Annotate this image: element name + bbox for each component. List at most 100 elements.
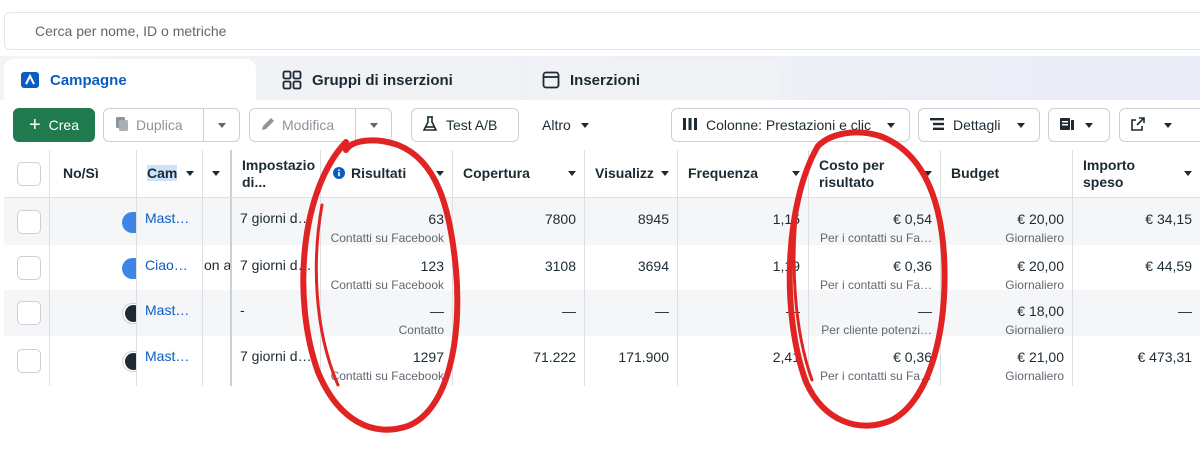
amount-spent-cell: € 44,59: [1073, 245, 1200, 290]
row-checkbox-cell: [4, 290, 50, 336]
row-checkbox[interactable]: [17, 255, 41, 280]
settings-cell: 7 giorni d…: [232, 336, 321, 386]
cost-per-result-cell-subtitle: Per i contatti su Fa…: [819, 231, 932, 245]
col-budget[interactable]: Budget: [941, 150, 1073, 197]
chevron-down-icon: [211, 171, 220, 176]
amount-spent-cell: —: [1073, 290, 1200, 336]
frequency-cell: 1,15: [678, 198, 809, 245]
breakdown-icon: [929, 117, 945, 134]
table-row[interactable]: Ciao… on a 7 giorni d… 123 Contatti su Faceb…: [4, 245, 1200, 290]
impressions-cell-value: —: [655, 303, 669, 319]
campaign-name-link[interactable]: Ciao…: [145, 257, 188, 273]
col-spent-label: Importo speso: [1083, 156, 1136, 190]
col-cost-per-result[interactable]: Costo per risultato: [809, 150, 941, 197]
col-amount-spent[interactable]: Importo speso: [1073, 150, 1200, 197]
results-cell-subtitle: Contatti su Facebook: [330, 369, 444, 383]
campaign-toggle[interactable]: [122, 303, 136, 324]
budget-cell-value: € 21,00: [1017, 349, 1064, 365]
tab-ad-sets-label: Gruppi di inserzioni: [312, 71, 453, 89]
create-button-label: Crea: [48, 117, 80, 133]
col-budget-label: Budget: [951, 165, 1000, 181]
campaign-name-link[interactable]: Mast…: [145, 348, 190, 364]
amount-spent-cell-value: € 34,15: [1145, 211, 1192, 227]
duplicate-dropdown[interactable]: [203, 109, 239, 141]
col-reach-label: Copertura: [463, 165, 530, 181]
select-all-checkbox[interactable]: [17, 161, 41, 186]
create-button[interactable]: + Crea: [13, 108, 95, 142]
results-cell: — Contatto: [321, 290, 453, 336]
chevron-down-icon: [436, 171, 444, 176]
col-results-label: Risultati: [351, 165, 407, 181]
chevron-down-icon: [1085, 122, 1093, 128]
export-button[interactable]: [1119, 108, 1200, 142]
campaign-toggle[interactable]: [122, 257, 136, 279]
table-row[interactable]: Mast… - — Contatto — — — — Per cliente potenzi… €…: [4, 290, 1200, 336]
ab-test-button[interactable]: Test A/B: [411, 108, 519, 142]
tab-campaigns-label: Campagne: [50, 71, 127, 89]
ad-window-icon: [542, 71, 560, 89]
campaign-name-overflow: [203, 336, 232, 386]
reach-cell: 7800: [453, 198, 585, 245]
row-checkbox[interactable]: [17, 209, 41, 234]
cost-per-result-cell-value: € 0,36: [893, 349, 932, 365]
row-checkbox[interactable]: [17, 301, 41, 325]
edit-dropdown[interactable]: [355, 109, 391, 141]
col-cpr-label-1: Costo per: [819, 156, 885, 173]
col-impressions-label: Visualizz: [595, 165, 654, 181]
reach-cell-value: 3108: [544, 258, 576, 274]
info-icon: [333, 166, 345, 182]
impressions-cell: —: [585, 290, 678, 336]
row-checkbox-cell: [4, 245, 50, 290]
row-checkbox[interactable]: [17, 349, 41, 373]
col-name[interactable]: Cam: [137, 150, 203, 197]
col-reach[interactable]: Copertura: [453, 150, 585, 197]
budget-cell-subtitle: Giornaliero: [1005, 369, 1064, 383]
columns-button[interactable]: Colonne: Prestazioni e clic: [671, 108, 910, 142]
details-button[interactable]: Dettagli: [918, 108, 1040, 142]
budget-cell-subtitle: Giornaliero: [1005, 231, 1064, 245]
edit-button-group: Modifica: [249, 108, 392, 142]
tab-ad-sets[interactable]: Gruppi di inserzioni: [266, 59, 518, 101]
duplicate-button[interactable]: Duplica: [104, 109, 203, 141]
tab-campaigns[interactable]: Campagne: [4, 59, 256, 101]
col-name-menu[interactable]: [203, 150, 232, 197]
reach-cell: 71.222: [453, 336, 585, 386]
budget-cell-subtitle: Giornaliero: [1005, 278, 1064, 290]
budget-cell: € 18,00 Giornaliero: [941, 290, 1073, 336]
table-row[interactable]: Mast… 7 giorni d… 63 Contatti su Facebook 78…: [4, 198, 1200, 245]
tab-ads-label: Inserzioni: [570, 71, 641, 89]
budget-cell: € 21,00 Giornaliero: [941, 336, 1073, 386]
impressions-cell-value: 3694: [637, 258, 669, 274]
table-row[interactable]: Mast… 7 giorni d… 1297 Contatti su Facebook…: [4, 336, 1200, 386]
budget-cell-value: € 18,00: [1017, 303, 1064, 319]
campaign-name-link[interactable]: Mast…: [145, 302, 190, 318]
col-impressions[interactable]: Visualizz: [585, 150, 678, 197]
row-checkbox-cell: [4, 336, 50, 386]
cost-per-result-cell-subtitle: Per i contatti su Fa…: [819, 278, 932, 290]
chevron-down-icon: [568, 171, 576, 176]
campaign-toggle[interactable]: [122, 351, 136, 372]
chevron-down-icon: [186, 171, 194, 176]
cost-per-result-cell-value: € 0,54: [893, 211, 932, 227]
tab-ads[interactable]: Inserzioni: [526, 59, 778, 101]
frequency-cell-value: 1,19: [772, 258, 800, 274]
edit-button[interactable]: Modifica: [250, 109, 355, 141]
campaign-name-link[interactable]: Mast…: [145, 210, 190, 226]
chevron-down-icon: [924, 171, 932, 176]
search-input[interactable]: [5, 13, 1200, 49]
col-frequency[interactable]: Frequenza: [678, 150, 809, 197]
chevron-down-icon: [1017, 122, 1025, 128]
results-cell: 1297 Contatti su Facebook: [321, 336, 453, 386]
col-settings-label-1: Impostazio: [242, 156, 316, 173]
col-settings[interactable]: Impostazio di...: [232, 150, 321, 197]
more-label: Altro: [542, 117, 571, 133]
pencil-icon: [260, 116, 276, 135]
col-results[interactable]: Risultati: [321, 150, 453, 197]
campaign-name-overflow-text: on a: [204, 257, 232, 273]
more-menu-button[interactable]: Altro: [534, 108, 597, 142]
cost-per-result-cell-value: € 0,36: [893, 258, 932, 274]
chevron-down-icon: [792, 171, 800, 176]
impressions-cell: 171.900: [585, 336, 678, 386]
campaign-toggle[interactable]: [122, 211, 136, 233]
reports-button[interactable]: [1048, 108, 1110, 142]
